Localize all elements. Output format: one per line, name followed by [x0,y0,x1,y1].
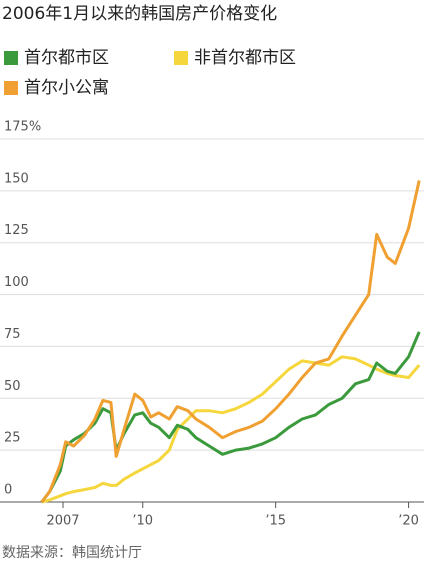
legend-label: 首尔都市区 [24,48,109,68]
legend-swatch [174,51,188,65]
series-line [40,180,421,503]
y-tick-label: 125 [4,223,29,238]
y-tick-label: 0 [4,483,12,498]
y-tick-label: 50 [4,379,21,394]
legend-label: 首尔小公寓 [24,78,109,98]
y-tick-label: 100 [4,275,29,290]
legend-label: 非首尔都市区 [194,48,296,68]
x-tick-label: ’20 [398,514,419,529]
y-tick-label: 150 [4,171,29,186]
x-tick-label: 2007 [46,514,79,529]
y-tick-label: 175% [4,120,41,135]
series-line [41,355,421,504]
x-tick-label: ’10 [132,514,153,529]
legend-swatch [4,51,18,65]
x-tick-label: ’15 [265,514,286,529]
y-tick-label: 25 [4,431,21,446]
y-tick-label: 75 [4,327,21,342]
series-line [40,331,421,503]
source: 数据来源：韩国统计厅 [2,545,142,561]
chart-title: 2006年1月以来的韩国房产价格变化 [2,4,277,24]
legend-swatch [4,81,18,95]
